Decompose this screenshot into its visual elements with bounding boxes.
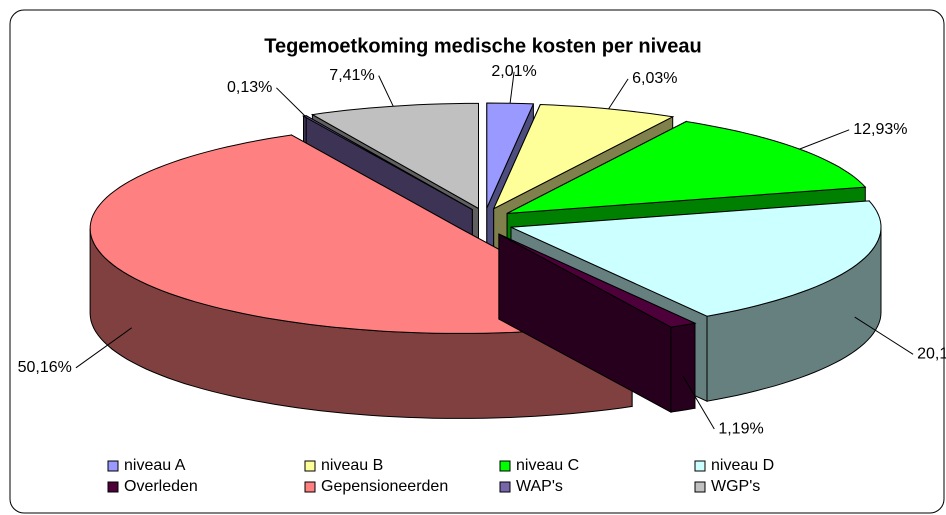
leader-line <box>799 129 850 150</box>
data-label: 20,15% <box>917 345 946 362</box>
legend-label: Overleden <box>124 478 198 495</box>
slice-top <box>492 103 675 210</box>
slice-top <box>498 233 697 328</box>
legend-swatch <box>304 481 316 493</box>
legend-label: niveau C <box>516 457 579 474</box>
legend-swatch <box>499 460 511 472</box>
pie-slice <box>498 233 697 413</box>
legend-label: WGP's <box>711 478 760 495</box>
legend-swatch <box>107 481 119 493</box>
legend-label: Gepensioneerden <box>321 478 448 495</box>
legend-swatch <box>694 481 706 493</box>
legend-swatch <box>304 460 316 472</box>
slice-top <box>510 200 882 317</box>
legend-label: WAP's <box>516 478 563 495</box>
data-label: 0,13% <box>227 79 272 96</box>
leader-line <box>608 78 629 110</box>
chart-title: Tegemoetkoming medische kosten per nivea… <box>264 35 702 57</box>
leader-line <box>854 316 914 355</box>
legend-label: niveau A <box>124 457 186 474</box>
leader-line <box>276 87 306 117</box>
legend-label: niveau D <box>711 457 774 474</box>
data-label: 12,93% <box>853 121 907 138</box>
leader-line <box>509 71 515 104</box>
leader-line <box>75 327 132 369</box>
legend-swatch <box>694 460 706 472</box>
legend-swatch <box>107 460 119 472</box>
data-label: 6,03% <box>632 70 677 87</box>
data-label: 1,19% <box>718 420 763 437</box>
slice-top <box>89 134 634 334</box>
leader-line <box>378 75 394 107</box>
slice-outer-wall <box>670 322 696 413</box>
legend-swatch <box>499 481 511 493</box>
data-label: 2,01% <box>491 63 536 80</box>
leader-line <box>682 375 715 430</box>
data-label: 7,41% <box>329 67 374 84</box>
data-label: 50,16% <box>18 359 72 376</box>
legend-label: niveau B <box>321 457 383 474</box>
